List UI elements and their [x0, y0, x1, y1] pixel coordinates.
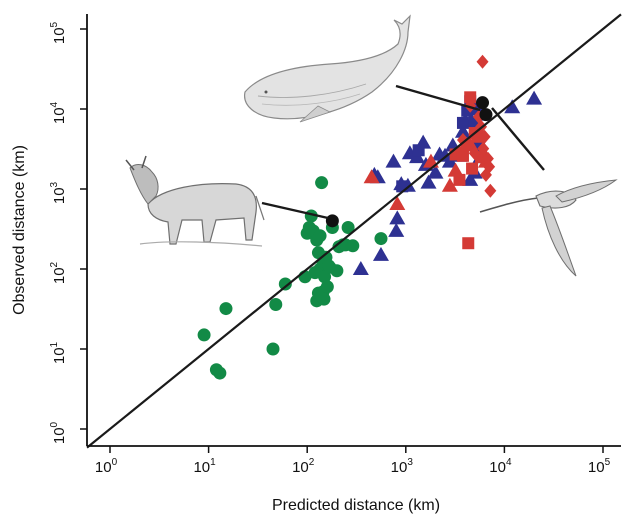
data-point-square: [466, 162, 479, 175]
data-point-diamond: [456, 132, 469, 147]
data-point-triangle: [427, 164, 444, 179]
data-point-circle: [320, 280, 334, 294]
shorebird-illustration: [479, 179, 618, 277]
data-point-triangle: [504, 99, 521, 114]
data-point-circle: [266, 342, 280, 356]
data-point-circle: [374, 232, 388, 246]
data-point-square: [464, 91, 477, 104]
data-point-diamond: [478, 129, 491, 144]
data-point-diamond: [468, 146, 481, 161]
data-point-square: [456, 116, 469, 129]
y-tick-label: 102: [49, 261, 68, 284]
data-point-triangle: [389, 210, 406, 225]
data-point-circle: [219, 302, 233, 316]
data-point-diamond: [484, 183, 497, 198]
x-tick-label: 102: [292, 457, 315, 476]
data-point-circle: [269, 297, 283, 311]
data-point-diamond: [476, 54, 489, 69]
data-point-circle: [330, 264, 344, 278]
data-point-triangle: [389, 195, 406, 210]
data-point-circle: [213, 366, 227, 380]
data-point-diamond: [477, 141, 490, 156]
x-tick-label: 104: [489, 457, 512, 476]
data-point-triangle: [447, 162, 464, 177]
data-point-triangle: [363, 169, 380, 184]
data-point-circle: [325, 214, 339, 228]
x-tick-label: 100: [95, 457, 118, 476]
y-tick-label: 104: [49, 101, 68, 124]
y-axis-title: Observed distance (km): [11, 145, 28, 315]
data-point-circle: [313, 229, 327, 243]
y-tick-label: 100: [49, 421, 68, 444]
data-point-triangle: [526, 90, 543, 105]
data-point-circle: [278, 277, 292, 291]
data-point-circle: [479, 108, 493, 122]
x-tick-label: 105: [588, 457, 611, 476]
data-point-triangle: [454, 123, 471, 138]
y-tick-label: 105: [49, 21, 68, 44]
data-point-circle: [315, 176, 329, 190]
data-point-diamond: [483, 159, 496, 174]
data-point-circle: [341, 221, 355, 235]
data-point-triangle: [388, 222, 405, 237]
y-ticks: 100 101 102 103 104 105: [49, 21, 87, 444]
x-tick-label: 101: [193, 457, 216, 476]
x-ticks: 100 101 102 103 104 105: [95, 446, 611, 476]
data-point-circle: [317, 292, 331, 306]
pointer-lines: [261, 84, 545, 220]
whale-pointer-line: [395, 84, 481, 112]
y-tick-label: 103: [49, 181, 68, 204]
data-point-triangle: [462, 171, 479, 186]
x-axis-title: Predicted distance (km): [272, 497, 440, 514]
whale-illustration: [244, 14, 411, 123]
data-point-triangle: [441, 153, 458, 168]
data-point-square: [456, 149, 469, 162]
wildebeest-pointer-line: [261, 201, 329, 220]
data-point-circle: [197, 328, 211, 342]
data-point-square: [453, 173, 466, 186]
data-point-triangle: [352, 261, 369, 275]
data-point-triangle: [441, 177, 458, 192]
data-point-triangle: [372, 246, 389, 261]
data-point-circle: [318, 270, 332, 284]
bird-pointer-line: [491, 107, 545, 171]
data-point-triangle: [385, 153, 402, 168]
wildebeest-illustration: [125, 155, 265, 247]
reference-line-y-equals-x: [86, 13, 622, 449]
data-point-square: [412, 144, 425, 157]
data-point-circle: [346, 239, 360, 253]
data-point-triangle: [420, 174, 437, 189]
data-point-square: [462, 237, 475, 250]
x-tick-label: 103: [391, 457, 414, 476]
y-tick-label: 101: [49, 341, 68, 364]
data-point-circle: [476, 96, 490, 110]
